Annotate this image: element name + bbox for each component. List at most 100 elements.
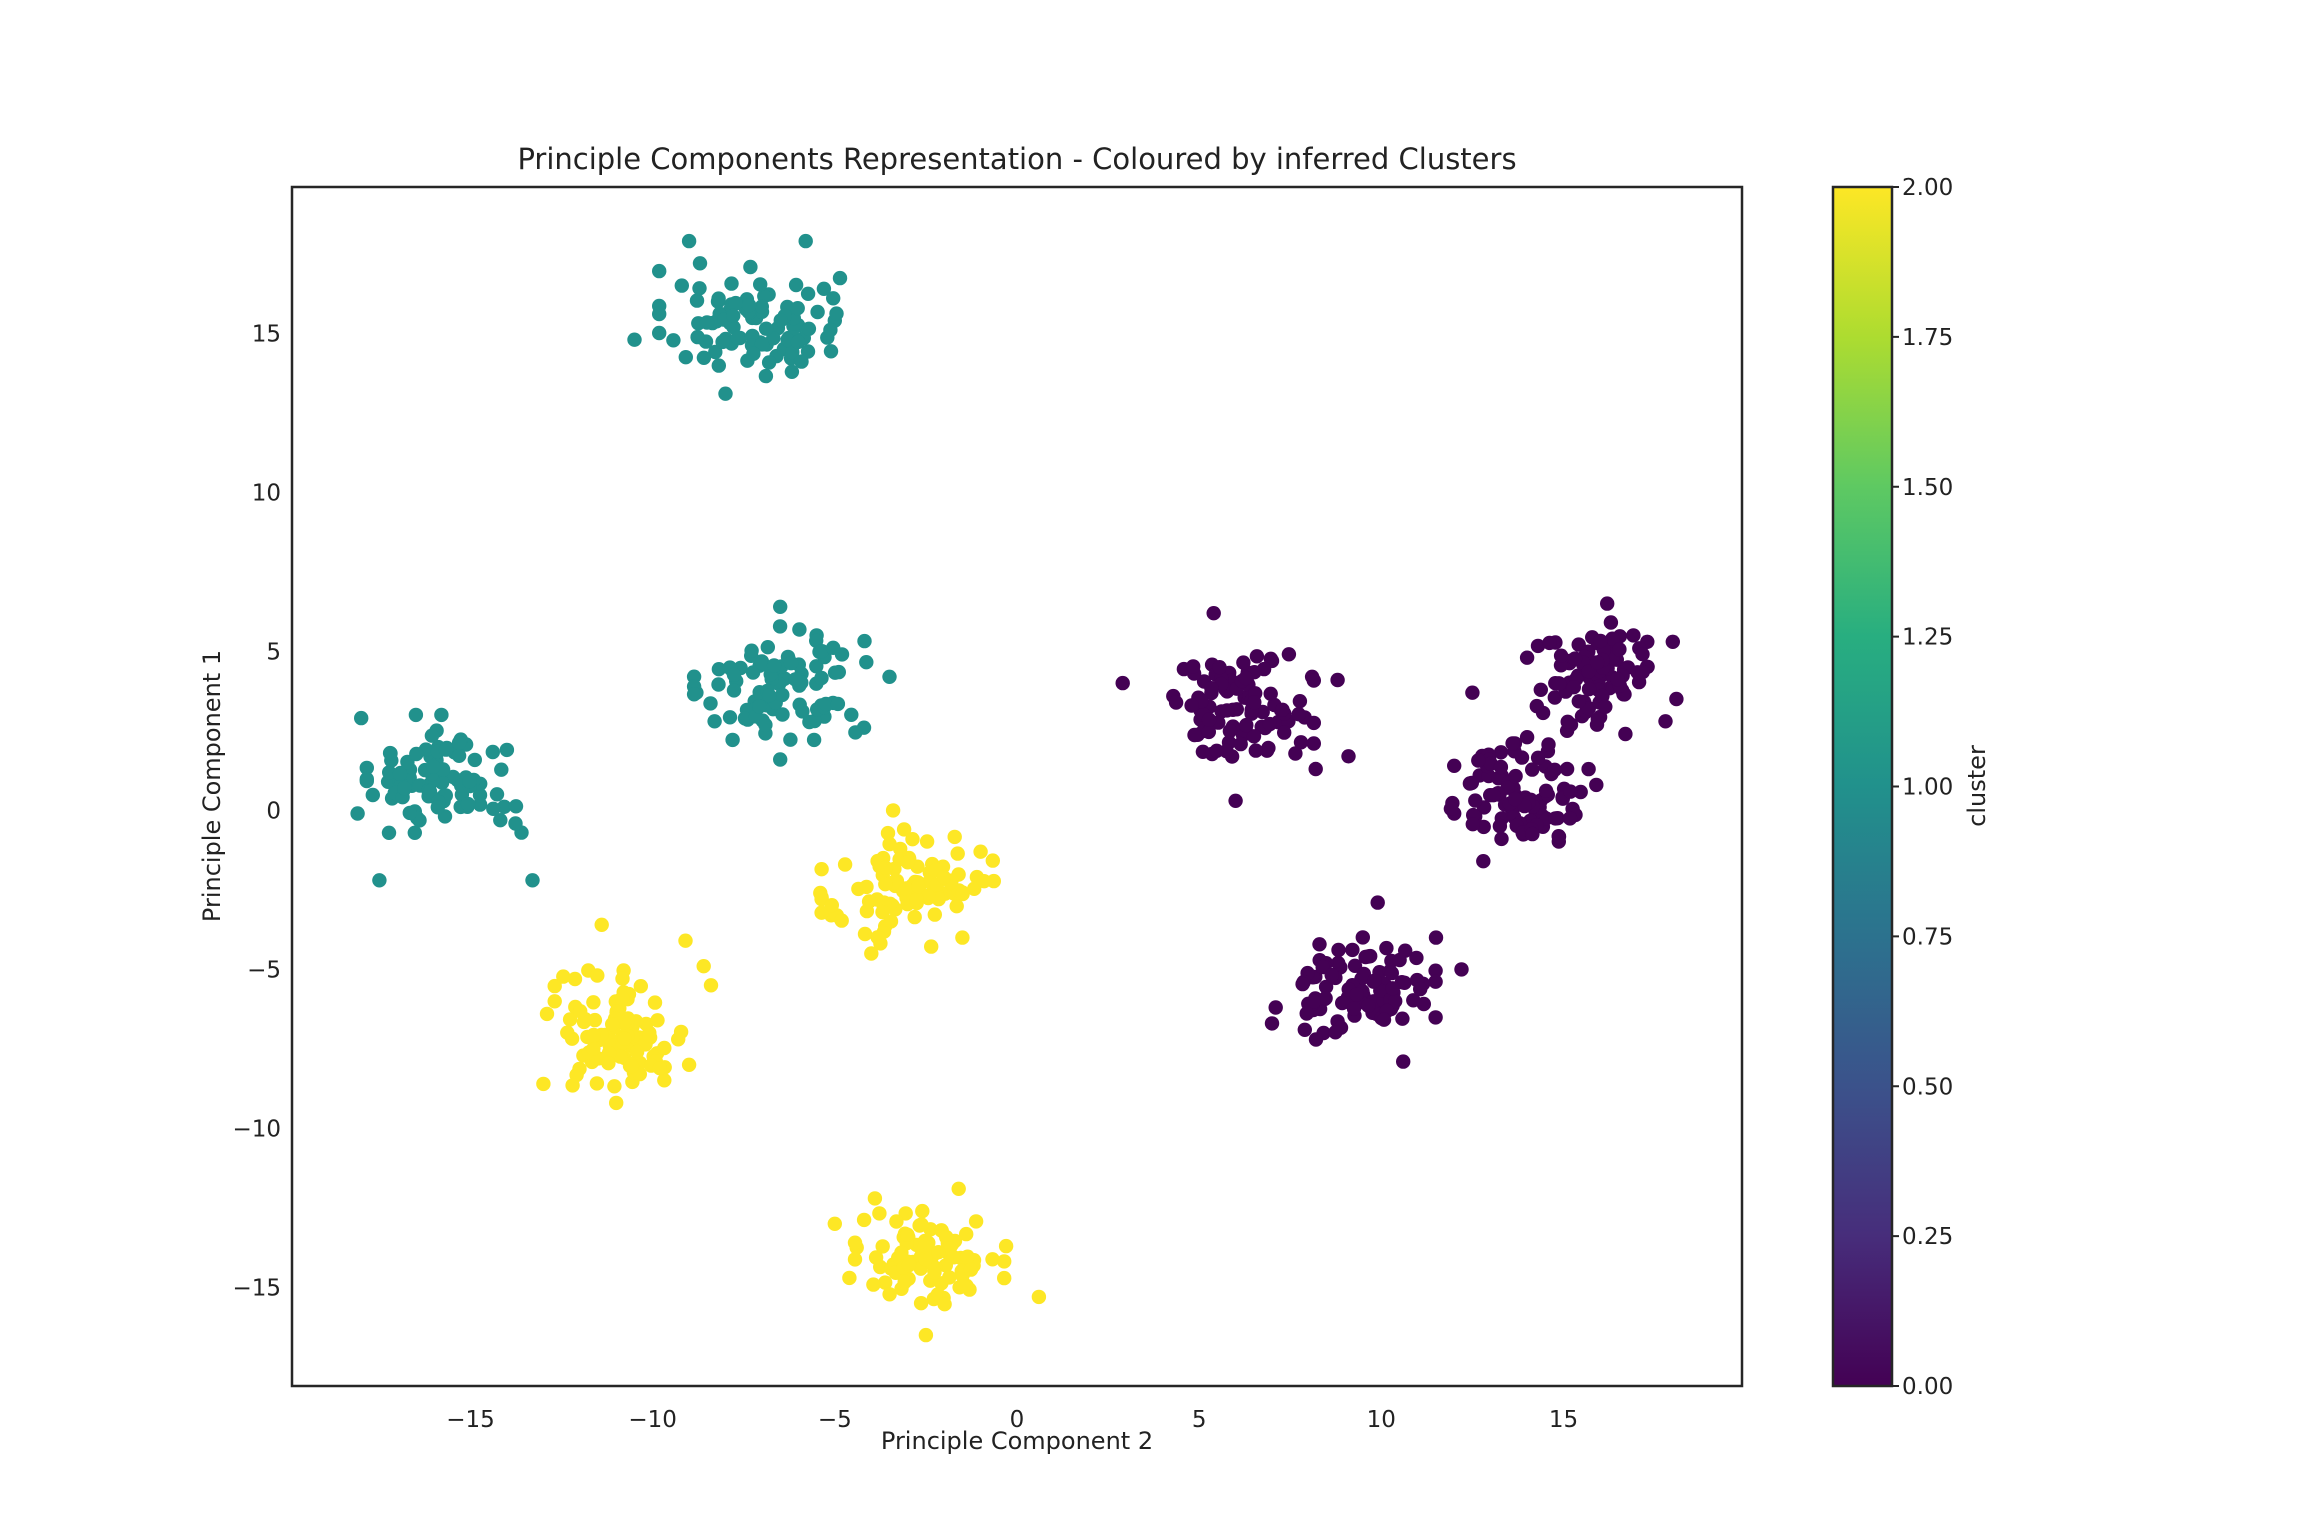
y-tick-label: −5 [247, 957, 281, 983]
cluster-0-point [1612, 642, 1627, 657]
cluster-2-point [657, 1040, 672, 1056]
cluster-2-point [967, 881, 982, 896]
cluster-0-point [1541, 737, 1556, 752]
cluster-2-point [642, 1028, 657, 1043]
cluster-1-point [722, 710, 738, 725]
cluster-0-point [1589, 777, 1604, 793]
cluster-2-point [609, 1095, 624, 1111]
cluster-2-point [607, 1079, 622, 1094]
cluster-0-point [1553, 648, 1569, 663]
cluster-1-point [652, 325, 667, 341]
cluster-1-point [426, 759, 441, 774]
cluster-2-point [882, 1287, 897, 1302]
cluster-2-point [814, 862, 829, 877]
cluster-0-point [1548, 811, 1563, 826]
cluster-1-point [818, 696, 834, 712]
cluster-0-point [1392, 952, 1407, 968]
cluster-1-point [699, 315, 715, 330]
cluster-0-point [1547, 690, 1563, 705]
cluster-1-point [754, 299, 769, 314]
cluster-2-point [963, 1262, 979, 1277]
cluster-2-point [586, 995, 601, 1010]
cluster-1-point [707, 714, 722, 729]
cluster-2-point [589, 1076, 605, 1091]
cluster-2-point [824, 898, 839, 913]
cluster-2-point [880, 825, 896, 841]
cluster-0-point [1331, 942, 1346, 958]
cluster-1-point [844, 707, 859, 722]
cluster-2-point [871, 930, 886, 945]
cluster-1-point [726, 308, 741, 323]
cluster-1-point [686, 687, 702, 702]
cluster-2-point [696, 959, 711, 974]
cluster-0-point [1508, 768, 1523, 784]
cluster-1-point [792, 622, 807, 637]
cluster-0-point [1533, 682, 1549, 697]
cluster-1-point [359, 760, 374, 776]
cluster-1-point [775, 687, 790, 703]
y-axis-label: Principle Component 1 [198, 650, 226, 922]
cluster-1-point [857, 633, 872, 649]
cluster-0-point [1559, 761, 1575, 777]
cluster-0-point [1281, 647, 1297, 662]
cluster-1-point [692, 256, 708, 271]
cluster-2-point [633, 979, 648, 994]
colorbar-label: cluster [1963, 745, 1991, 827]
cluster-2-point [998, 1238, 1014, 1254]
cluster-0-point [1571, 694, 1587, 709]
cluster-1-point [497, 799, 512, 814]
x-tick-label: −10 [628, 1407, 677, 1433]
cluster-1-point [711, 291, 726, 306]
cluster-0-point [1552, 676, 1567, 691]
colorbar-tick-label: 1.25 [1902, 625, 1953, 651]
cluster-0-point [1573, 784, 1588, 800]
cluster-1-point [744, 643, 759, 658]
cluster-0-point [1468, 793, 1483, 808]
cluster-2-point [882, 836, 897, 852]
cluster-0-point [1187, 727, 1202, 743]
cluster-0-point [1428, 963, 1443, 978]
cluster-1-point [790, 334, 806, 350]
cluster-0-point [1201, 724, 1217, 740]
cluster-1-point [798, 233, 813, 249]
cluster-1-point [674, 278, 689, 293]
cluster-0-point [1525, 826, 1540, 842]
cluster-0-point [1563, 784, 1578, 799]
cluster-0-point [1239, 717, 1254, 733]
cluster-0-point [1370, 895, 1385, 910]
cluster-2-point [900, 1227, 915, 1243]
cluster-0-point [1395, 1011, 1410, 1026]
cluster-0-point [1328, 1025, 1343, 1040]
cluster-2-point [681, 1057, 697, 1073]
cluster-2-point [605, 1016, 620, 1032]
scatter-points [350, 233, 1684, 1343]
cluster-2-point [875, 904, 890, 920]
cluster-2-point [629, 1044, 645, 1060]
cluster-2-point [868, 1250, 884, 1265]
x-tick-label: −5 [818, 1407, 852, 1433]
cluster-0-point [1465, 685, 1480, 700]
cluster-0-point [1476, 819, 1491, 835]
cluster-0-point [1551, 829, 1566, 844]
cluster-2-point [573, 1004, 588, 1019]
cluster-1-point [829, 306, 844, 321]
cluster-1-point [430, 800, 445, 815]
cluster-1-point [758, 717, 773, 733]
cluster-1-point [742, 298, 757, 313]
cluster-0-point [1462, 776, 1478, 791]
cluster-0-point [1308, 761, 1323, 777]
cluster-2-point [949, 899, 964, 914]
cluster-2-point [867, 1191, 883, 1206]
cluster-1-point [666, 333, 681, 348]
cluster-1-point [422, 784, 438, 799]
cluster-2-point [872, 1206, 887, 1221]
cluster-2-point [905, 832, 920, 847]
cluster-2-point [985, 853, 1000, 868]
cluster-2-point [889, 1214, 904, 1229]
cluster-2-point [586, 1041, 601, 1056]
cluster-1-point [407, 825, 422, 840]
cluster-0-point [1262, 716, 1278, 732]
cluster-1-point [652, 306, 667, 322]
cluster-1-point [472, 787, 488, 803]
cluster-0-point [1335, 995, 1350, 1011]
